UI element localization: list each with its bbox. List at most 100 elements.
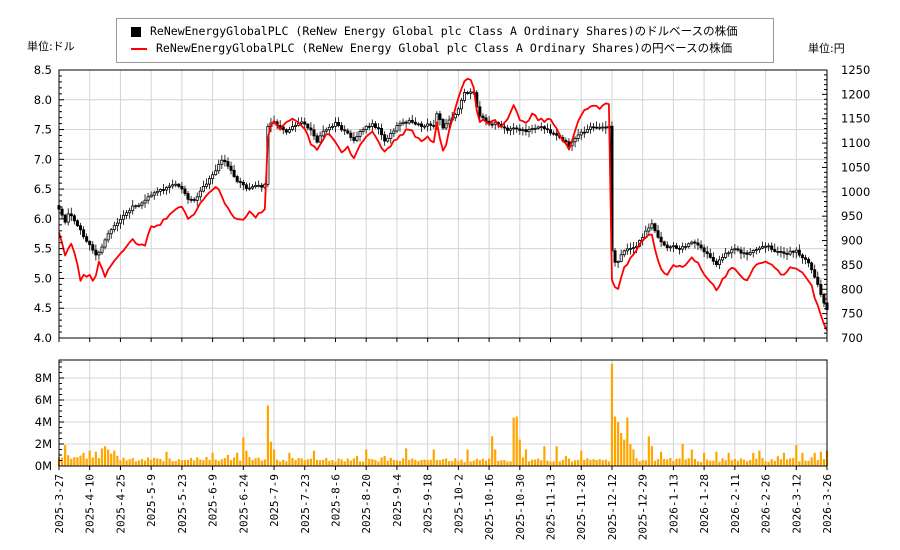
candle-body [300,121,304,124]
volume-bar [798,461,801,466]
volume-bar [269,441,273,466]
candle-body [97,251,101,256]
legend: ReNewEnergyGlobalPLC (ReNew Energy Globa… [116,18,774,63]
x-axis-date-label: 2025-5-9 [145,474,158,527]
x-axis-date-label: 2025-8-20 [360,474,373,534]
candle-body [724,252,728,258]
volume-bar [214,459,217,466]
candle-body [804,257,808,260]
volume-bar [626,417,629,466]
volume-bar [758,450,761,466]
candle-body [748,252,752,255]
candle-body [453,113,457,119]
volume-bar [171,461,174,466]
volume-bar [76,457,79,466]
volume-bar [294,460,297,466]
volume-bar [279,461,282,466]
volume-bar [656,459,660,466]
volume-bars [57,363,829,466]
candle-body [260,184,264,188]
candle-body [247,187,251,190]
volume-bar [524,449,528,466]
candle-body [616,260,620,263]
candle-body [426,123,430,127]
volume-bar [276,459,279,466]
candle-body [125,212,129,216]
volume-bar [414,459,417,466]
left-axis-tick-label: 4.5 [34,301,52,315]
candle-body [318,135,322,143]
legend-label-usd: ReNewEnergyGlobalPLC (ReNew Energy Globa… [150,24,738,39]
candle-body [330,125,334,128]
candle-body [604,126,608,129]
x-axis-date-label: 2025-6-24 [237,474,250,534]
volume-axis-tick-label: 4M [35,415,52,429]
candle-body [515,127,519,130]
volume-bar [398,460,402,466]
volume-bar [374,459,377,466]
candle-body [681,246,685,250]
candle-body [699,244,703,249]
volume-bar [706,459,709,466]
right-axis-tick-label: 750 [841,307,863,321]
volume-bar [475,458,478,466]
volume-bar [580,450,583,466]
candle-body [404,121,408,124]
volume-bar [70,458,73,466]
volume-bar [220,459,223,466]
candle-body [376,127,380,130]
volume-bar [647,436,650,466]
x-axis-date-label: 2025-10-16 [483,474,496,540]
volume-bar [687,458,690,466]
left-axis-tick-label: 4.0 [34,331,52,345]
volume-bar [537,458,540,466]
candle-body [518,128,522,131]
volume-bar [346,458,349,466]
volume-bar [577,459,580,466]
candle-body [441,119,445,129]
candle-body [751,250,755,253]
candle-body [370,123,374,127]
candle-body [367,125,371,128]
volume-bar [371,459,374,466]
volume-bar [312,450,316,466]
candle-body [211,174,215,179]
candle-body [82,229,86,238]
candle-body [690,241,694,245]
candle-body [143,199,147,204]
left-axis-tick-label: 6.5 [34,182,52,196]
candle-body [794,249,798,253]
volume-bar [401,458,405,466]
x-axis-date-label: 2025-7-23 [299,474,312,534]
volume-bar [131,458,134,466]
candle-body [733,248,737,251]
right-axis-tick-label: 900 [841,234,863,248]
volume-bar [272,449,276,466]
candle-body [174,183,178,186]
volume-bar [438,460,442,466]
volume-bar [570,461,574,466]
x-axis-date-label: 2025-9-4 [391,474,404,527]
volume-bar [558,461,561,466]
candle-body [588,126,592,130]
candle-body [340,125,344,131]
volume-bar [610,363,614,466]
candle-body [389,133,393,139]
candle-body [401,121,405,125]
candle-body [530,128,534,130]
candle-body [72,215,76,222]
candle-body [536,126,540,129]
volume-bar [423,459,426,466]
candle-body [628,248,632,250]
volume-bar [165,451,168,466]
candle-body [226,161,230,167]
candle-body [66,213,70,223]
volume-bar [773,460,776,466]
volume-bar [309,458,312,466]
legend-item-usd: ReNewEnergyGlobalPLC (ReNew Energy Globa… [131,26,767,38]
volume-bar [128,459,131,466]
volume-bar [675,458,678,466]
volume-bar [463,462,466,466]
volume-bar [150,459,153,466]
candle-body [257,184,261,187]
